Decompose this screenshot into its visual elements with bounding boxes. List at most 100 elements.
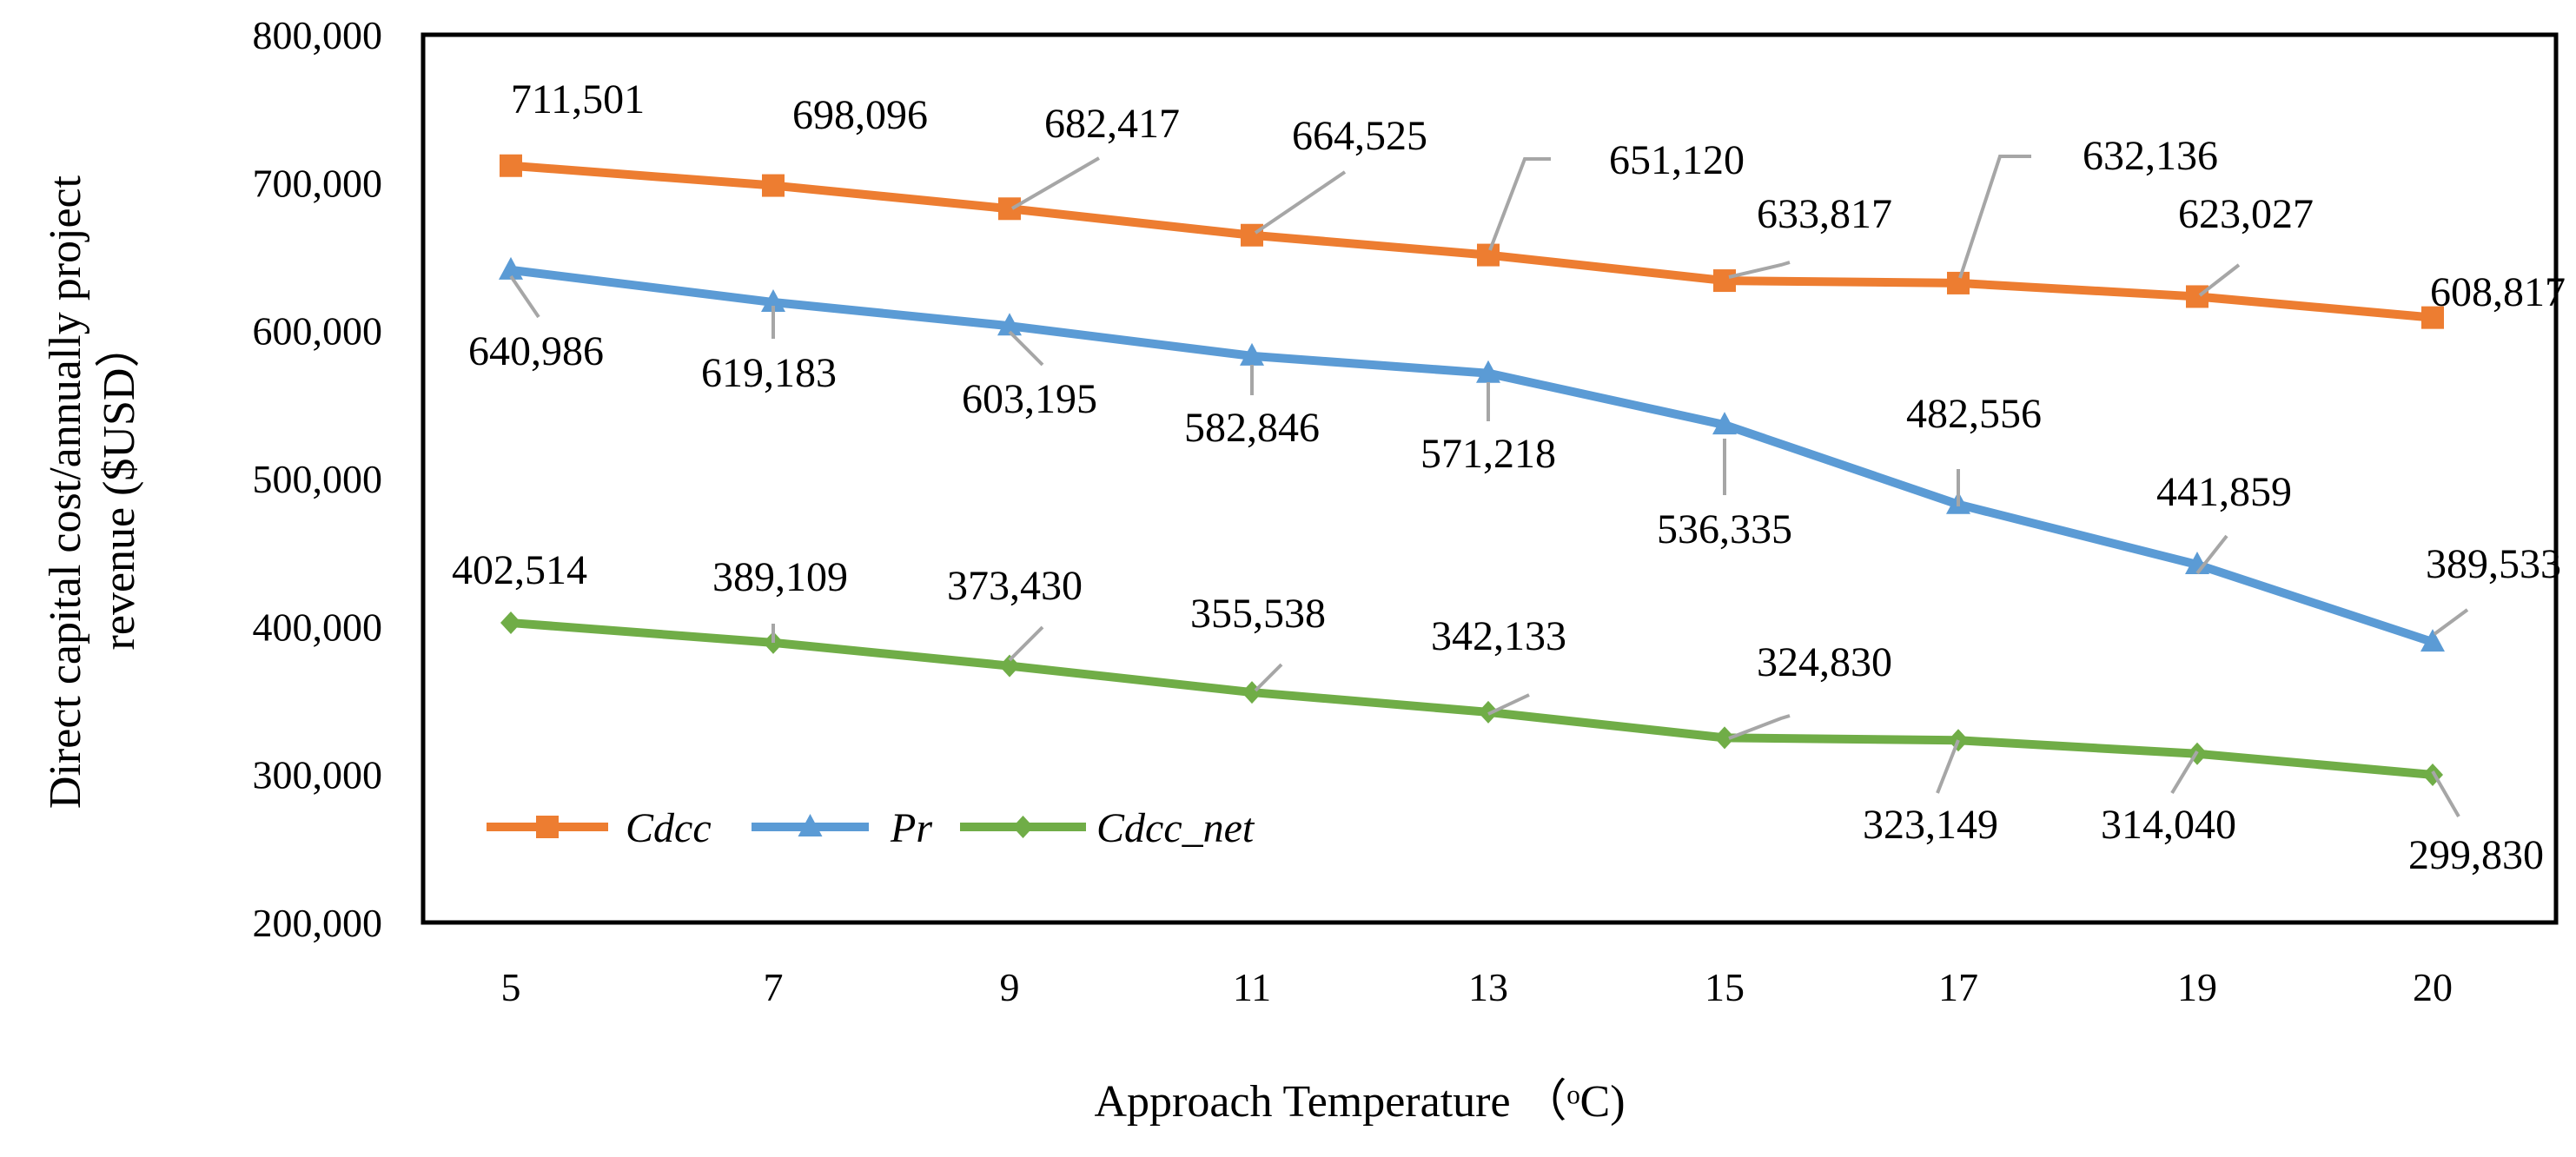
plot-frame bbox=[421, 32, 2559, 925]
legend-label: Pr bbox=[890, 805, 932, 851]
data-label-cdcc-net: 324,830 bbox=[1757, 639, 1892, 685]
leader-line bbox=[1958, 155, 2031, 279]
series-pr-point bbox=[499, 256, 523, 280]
data-label-cdcc-net: 342,133 bbox=[1431, 613, 1566, 659]
x-tick-label: 9 bbox=[1000, 965, 1020, 1009]
y-tick-label: 400,000 bbox=[253, 605, 383, 649]
series-cdcc-point bbox=[1713, 269, 1736, 293]
series-cdcc-net-point bbox=[999, 654, 1020, 678]
series-cdcc-point bbox=[1477, 243, 1500, 267]
series-cdcc-point bbox=[500, 154, 522, 177]
series-cdcc-net-point bbox=[500, 612, 521, 635]
data-label-cdcc-net: 314,040 bbox=[2101, 802, 2236, 848]
data-label-cdcc: 633,817 bbox=[1757, 191, 1892, 237]
y-tick-label: 800,000 bbox=[253, 13, 383, 57]
leader-line bbox=[1728, 261, 1791, 279]
series-cdcc-net-point bbox=[1714, 726, 1735, 750]
legend-swatch-marker bbox=[1012, 816, 1034, 838]
data-label-cdcc-net: 355,538 bbox=[1190, 591, 1326, 637]
x-tick-label: 17 bbox=[1938, 965, 1978, 1009]
x-tick-label: 15 bbox=[1705, 965, 1745, 1009]
x-tick-label: 5 bbox=[501, 965, 521, 1009]
legend-label: Cdcc_net bbox=[1096, 805, 1255, 851]
y-tick-label: 200,000 bbox=[253, 901, 383, 945]
series-pr-point bbox=[761, 288, 785, 312]
data-label-pr: 603,195 bbox=[962, 376, 1097, 422]
data-label-pr: 482,556 bbox=[1906, 391, 2042, 437]
series-cdcc-point bbox=[1241, 223, 1263, 247]
series-pr-point bbox=[1240, 342, 1264, 366]
leader-line bbox=[1254, 663, 1283, 692]
leader-line bbox=[2433, 608, 2469, 636]
x-tick-label: 11 bbox=[1233, 965, 1271, 1009]
data-label-pr: 582,846 bbox=[1184, 405, 1320, 451]
data-label-pr: 536,335 bbox=[1657, 506, 1792, 552]
leader-line bbox=[2170, 750, 2199, 795]
series-cdcc-point bbox=[1947, 271, 1970, 294]
data-label-cdcc-net: 373,430 bbox=[947, 563, 1083, 609]
data-label-cdcc: 623,027 bbox=[2178, 191, 2314, 237]
series-pr-point bbox=[2185, 552, 2209, 575]
legend-label: Cdcc bbox=[626, 805, 712, 851]
leader-line bbox=[1254, 170, 1347, 235]
y-axis-title: Direct capital cost/annually project rev… bbox=[41, 164, 144, 809]
data-label-cdcc-net: 402,514 bbox=[452, 547, 587, 593]
y-tick-label: 600,000 bbox=[253, 309, 383, 354]
leader-lines bbox=[509, 155, 2469, 817]
data-label-cdcc-net: 323,149 bbox=[1863, 802, 1998, 848]
legend-item-pr: Pr bbox=[752, 805, 932, 851]
series-pr-point bbox=[2420, 629, 2445, 652]
y-tick-label: 300,000 bbox=[253, 753, 383, 797]
leader-line bbox=[1008, 625, 1044, 662]
leader-line bbox=[1936, 739, 1960, 794]
data-labels: 711,501 698,096 682,417 664,525 651,120 633,8… bbox=[452, 76, 2566, 878]
data-label-pr: 640,986 bbox=[468, 328, 604, 374]
data-label-cdcc: 651,120 bbox=[1609, 137, 1745, 183]
series-pr-point bbox=[997, 313, 1022, 336]
data-label-cdcc: 664,525 bbox=[1292, 113, 1427, 159]
leader-line bbox=[509, 274, 540, 319]
leader-line bbox=[1008, 330, 1044, 367]
legend: Cdcc Pr Cdcc_net bbox=[487, 805, 1255, 851]
leader-line bbox=[1487, 693, 1530, 716]
series-cdcc-point bbox=[998, 197, 1021, 221]
data-label-cdcc: 682,417 bbox=[1044, 101, 1180, 147]
data-label-pr: 389,533 bbox=[2426, 541, 2561, 587]
series-cdcc-point bbox=[2186, 285, 2208, 308]
x-tick-label: 19 bbox=[2177, 965, 2217, 1009]
leader-line bbox=[1010, 156, 1101, 210]
data-label-cdcc: 632,136 bbox=[2083, 133, 2218, 179]
leader-line bbox=[1488, 157, 1551, 251]
data-label-cdcc: 608,817 bbox=[2430, 269, 2566, 315]
legend-item-cdcc-net: Cdcc_net bbox=[960, 805, 1255, 851]
data-label-pr: 441,859 bbox=[2156, 469, 2292, 515]
series-pr-point bbox=[1476, 360, 1500, 383]
data-label-pr: 619,183 bbox=[701, 350, 837, 396]
data-label-cdcc-net: 299,830 bbox=[2408, 832, 2544, 878]
legend-swatch-marker bbox=[536, 816, 559, 838]
leader-line bbox=[2198, 263, 2241, 297]
x-axis: 5 7 9 11 13 15 17 19 20 bbox=[501, 965, 2453, 1009]
series-cdcc bbox=[500, 154, 2444, 329]
series-pr-point bbox=[1712, 412, 1737, 435]
data-label-cdcc: 711,501 bbox=[511, 76, 645, 122]
data-label-pr: 571,218 bbox=[1420, 431, 1556, 477]
leader-line bbox=[2431, 770, 2460, 817]
x-tick-label: 20 bbox=[2413, 965, 2453, 1009]
series-cdcc-point bbox=[2421, 306, 2444, 329]
y-tick-label: 500,000 bbox=[253, 457, 383, 501]
leader-line bbox=[2195, 534, 2228, 575]
data-label-cdcc-net: 389,109 bbox=[712, 554, 848, 600]
data-label-cdcc: 698,096 bbox=[792, 92, 928, 138]
legend-swatch-marker bbox=[798, 814, 823, 836]
legend-item-cdcc: Cdcc bbox=[487, 805, 712, 851]
x-tick-label: 7 bbox=[764, 965, 784, 1009]
leader-line bbox=[1728, 714, 1791, 740]
x-axis-title: Approach Temperature （ᵒC) bbox=[1094, 1077, 1625, 1127]
y-axis: 200,000 300,000 400,000 500,000 600,000 700,0… bbox=[253, 13, 383, 945]
x-tick-label: 13 bbox=[1468, 965, 1508, 1009]
y-tick-label: 700,000 bbox=[253, 161, 383, 205]
series-cdcc-line bbox=[510, 161, 2434, 322]
series-cdcc-point bbox=[762, 174, 785, 197]
